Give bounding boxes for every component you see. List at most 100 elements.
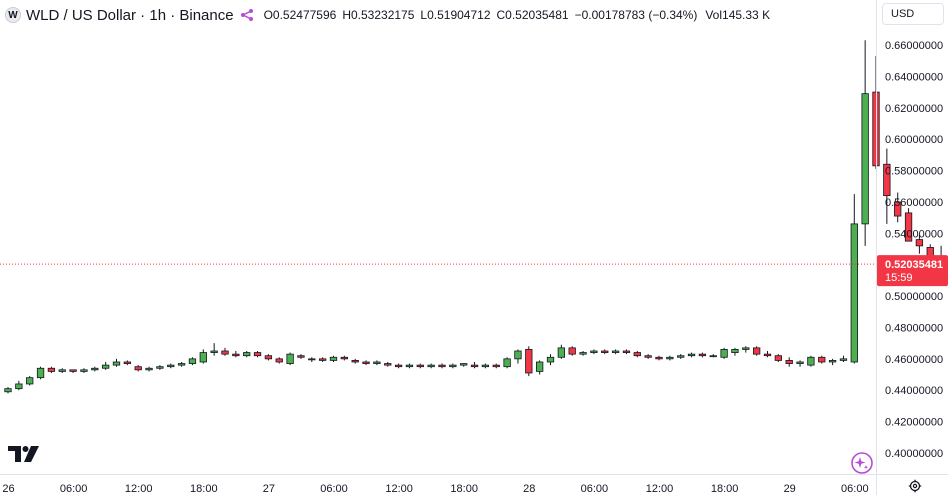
gear-icon[interactable] <box>908 479 922 496</box>
price-axis[interactable]: 0.66000000 0.64000000 0.62000000 0.60000000… <box>885 40 943 460</box>
symbol-title[interactable]: WLD / US Dollar · 1h · Binance <box>26 6 234 24</box>
candle[interactable] <box>36 366 45 380</box>
candle[interactable] <box>514 349 522 364</box>
candle[interactable] <box>492 363 500 369</box>
candle[interactable] <box>394 363 403 369</box>
candle[interactable] <box>318 357 327 362</box>
candle[interactable] <box>753 346 761 356</box>
candle[interactable] <box>188 357 197 366</box>
candle[interactable] <box>405 363 414 369</box>
candle[interactable] <box>785 357 793 367</box>
candle[interactable] <box>666 355 674 361</box>
candle[interactable] <box>123 360 131 366</box>
candle[interactable] <box>742 346 750 353</box>
candle[interactable] <box>579 351 587 356</box>
candle[interactable] <box>253 351 262 358</box>
candle[interactable] <box>297 354 305 359</box>
candle[interactable] <box>796 360 804 367</box>
candle[interactable] <box>731 347 739 356</box>
candle[interactable] <box>687 352 696 358</box>
candle[interactable] <box>156 365 164 370</box>
candle[interactable] <box>145 366 153 372</box>
candle[interactable] <box>904 208 913 242</box>
candle[interactable] <box>481 363 490 369</box>
candle[interactable] <box>69 369 77 373</box>
candle[interactable] <box>861 40 869 246</box>
candle[interactable] <box>525 346 533 377</box>
candle-body <box>785 360 793 364</box>
time-axis[interactable]: 26 06:00 12:00 18:00 27 06:00 12:00 18:00 28 06:0… <box>2 483 868 495</box>
candle[interactable] <box>264 354 273 361</box>
candle[interactable] <box>611 349 620 355</box>
binance-share-icon[interactable] <box>240 8 254 22</box>
plot-area[interactable] <box>4 40 945 394</box>
candle-body <box>839 358 848 361</box>
candle[interactable] <box>26 376 34 386</box>
candle[interactable] <box>655 355 663 361</box>
candle[interactable] <box>286 352 294 366</box>
candle[interactable] <box>763 351 772 358</box>
candle[interactable] <box>177 361 186 367</box>
candle[interactable] <box>644 354 652 359</box>
candle[interactable] <box>807 355 815 367</box>
candle[interactable] <box>210 343 218 356</box>
candle[interactable] <box>894 192 902 223</box>
candle[interactable] <box>112 358 121 367</box>
candle[interactable] <box>427 363 435 369</box>
candle[interactable] <box>536 360 544 375</box>
candle[interactable] <box>622 349 631 355</box>
currency-selector[interactable]: USD <box>882 3 944 25</box>
candle[interactable] <box>373 360 381 366</box>
candle[interactable] <box>199 349 207 364</box>
candle[interactable] <box>134 365 142 372</box>
candle[interactable] <box>698 352 707 358</box>
candle[interactable] <box>774 354 782 362</box>
candle[interactable] <box>633 351 641 358</box>
candle[interactable] <box>80 368 88 373</box>
candle[interactable] <box>275 357 283 364</box>
tradingview-logo[interactable] <box>8 445 40 468</box>
candle[interactable] <box>590 349 598 355</box>
candle[interactable] <box>915 234 924 254</box>
candle[interactable] <box>58 368 66 373</box>
candle[interactable] <box>438 363 446 369</box>
candle[interactable] <box>546 354 555 366</box>
candle[interactable] <box>329 355 338 362</box>
candle[interactable] <box>15 380 23 391</box>
sparkle-icon[interactable] <box>851 452 873 474</box>
candle[interactable] <box>167 363 175 369</box>
candle[interactable] <box>460 363 468 367</box>
candle[interactable] <box>416 363 424 369</box>
price-tick-label: 0.42000000 <box>885 417 943 429</box>
candle[interactable] <box>232 351 240 358</box>
candle[interactable] <box>308 357 316 362</box>
candle[interactable] <box>470 361 479 369</box>
candle[interactable] <box>818 355 826 364</box>
candle[interactable] <box>850 194 858 364</box>
candle[interactable] <box>351 358 359 364</box>
candle[interactable] <box>568 346 576 356</box>
candle[interactable] <box>601 349 609 355</box>
candle[interactable] <box>340 355 349 361</box>
candle[interactable] <box>449 363 457 369</box>
candle[interactable] <box>243 351 251 358</box>
candle[interactable] <box>839 355 848 362</box>
candle[interactable] <box>883 148 891 224</box>
candle[interactable] <box>720 347 728 359</box>
candle[interactable] <box>503 357 511 369</box>
time-tick-label: 26 <box>2 483 14 495</box>
candle[interactable] <box>47 366 56 373</box>
candle[interactable] <box>362 360 370 366</box>
candle[interactable] <box>828 358 837 366</box>
candle-body <box>850 223 858 363</box>
candle[interactable] <box>102 361 110 370</box>
candle[interactable] <box>221 347 229 356</box>
candle[interactable] <box>4 387 12 394</box>
candle[interactable] <box>709 354 717 358</box>
candle[interactable] <box>557 344 565 359</box>
candle[interactable] <box>91 366 99 372</box>
symbol-logo-icon[interactable]: W <box>5 7 21 23</box>
candle[interactable] <box>677 354 685 359</box>
candle[interactable] <box>384 361 392 367</box>
